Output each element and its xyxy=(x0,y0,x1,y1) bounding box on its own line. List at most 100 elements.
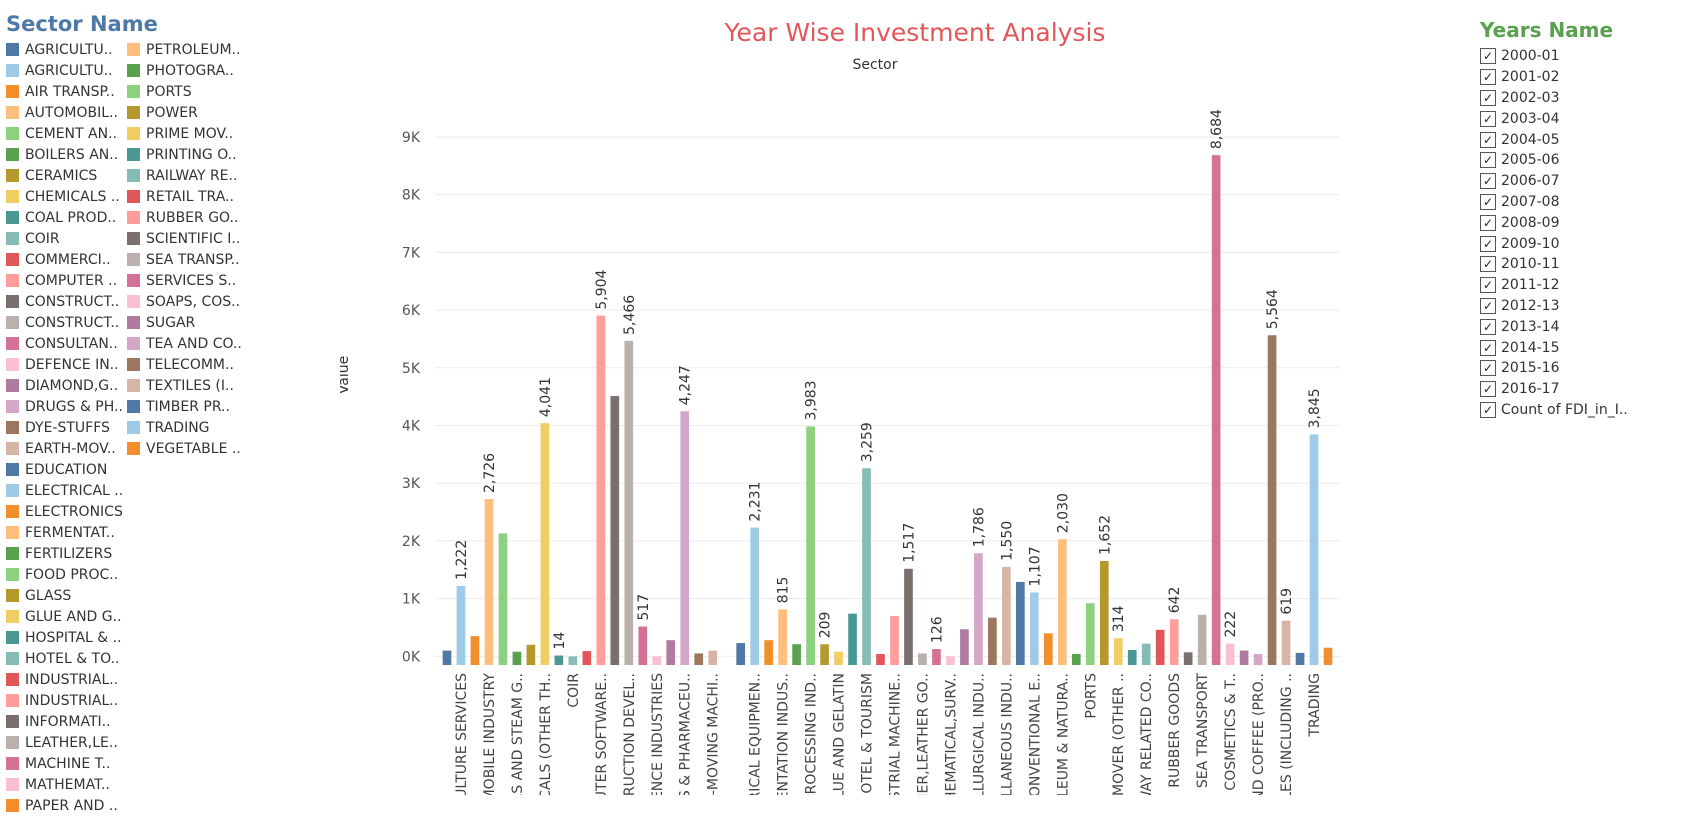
year-filter-item[interactable]: ✓ 2013-14 xyxy=(1480,316,1695,337)
year-filter-item[interactable]: ✓ 2007-08 xyxy=(1480,192,1695,213)
year-checkbox[interactable]: ✓ xyxy=(1480,277,1496,294)
legend-item[interactable]: PRIME MOV.. xyxy=(127,123,248,144)
legend-item[interactable]: GLASS xyxy=(6,585,127,606)
legend-item[interactable]: AUTOMOBIL.. xyxy=(6,102,127,123)
year-label: 2008-09 xyxy=(1501,214,1560,231)
year-checkbox[interactable]: ✓ xyxy=(1480,69,1496,86)
year-checkbox[interactable]: ✓ xyxy=(1480,173,1496,190)
legend-item[interactable]: TEXTILES (I.. xyxy=(127,375,248,396)
legend-item[interactable]: GLUE AND G.. xyxy=(6,606,127,627)
year-checkbox[interactable]: ✓ xyxy=(1480,297,1496,314)
legend-item[interactable]: AIR TRANSP.. xyxy=(6,81,127,102)
legend-item[interactable]: SCIENTIFIC I.. xyxy=(127,228,248,249)
legend-item[interactable]: EDUCATION xyxy=(6,459,127,480)
year-filter-item[interactable]: ✓ 2006-07 xyxy=(1480,171,1695,192)
year-filter-item[interactable]: ✓ 2015-16 xyxy=(1480,358,1695,379)
year-checkbox[interactable]: ✓ xyxy=(1480,89,1496,106)
legend-item[interactable]: PORTS xyxy=(127,81,248,102)
legend-item[interactable]: PRINTING O.. xyxy=(127,144,248,165)
year-checkbox[interactable]: ✓ xyxy=(1480,152,1496,169)
legend-item[interactable]: RUBBER GO.. xyxy=(127,207,248,228)
legend-item[interactable]: DRUGS & PH.. xyxy=(6,396,127,417)
legend-item[interactable]: TELECOMM.. xyxy=(127,354,248,375)
legend-item[interactable]: PHOTOGRA.. xyxy=(127,60,248,81)
legend-item[interactable]: INFORMATI.. xyxy=(6,711,127,732)
year-filter-item[interactable]: ✓ 2004-05 xyxy=(1480,129,1695,150)
year-checkbox[interactable]: ✓ xyxy=(1480,360,1496,377)
legend-item[interactable]: TEA AND CO.. xyxy=(127,333,248,354)
year-filter-item[interactable]: ✓ 2000-01 xyxy=(1480,46,1695,67)
legend-item[interactable]: RETAIL TRA.. xyxy=(127,186,248,207)
legend-item[interactable]: ELECTRICAL .. xyxy=(6,480,127,501)
year-filter-item[interactable]: ✓ 2002-03 xyxy=(1480,88,1695,109)
year-filter-item[interactable]: ✓ 2008-09 xyxy=(1480,212,1695,233)
legend-item[interactable]: SUGAR xyxy=(127,312,248,333)
year-filter-item[interactable]: ✓ 2012-13 xyxy=(1480,296,1695,317)
legend-item[interactable]: LEATHER,LE.. xyxy=(6,732,127,753)
year-filter-item[interactable]: ✓ 2016-17 xyxy=(1480,379,1695,400)
year-checkbox[interactable]: ✓ xyxy=(1480,256,1496,273)
x-tick-label: PORTS xyxy=(1083,673,1099,719)
legend-item[interactable]: CEMENT AN.. xyxy=(6,123,127,144)
legend-item[interactable]: RAILWAY RE.. xyxy=(127,165,248,186)
legend-item[interactable]: FOOD PROC.. xyxy=(6,564,127,585)
legend-item[interactable]: COMMERCI.. xyxy=(6,249,127,270)
legend-item[interactable]: EARTH-MOV.. xyxy=(6,438,127,459)
year-checkbox[interactable]: ✓ xyxy=(1480,401,1496,418)
legend-item[interactable]: DIAMOND,G.. xyxy=(6,375,127,396)
year-checkbox[interactable]: ✓ xyxy=(1480,193,1496,210)
legend-item[interactable]: COMPUTER .. xyxy=(6,270,127,291)
year-checkbox[interactable]: ✓ xyxy=(1480,131,1496,148)
legend-item[interactable]: MACHINE T.. xyxy=(6,753,127,774)
year-filter-item[interactable]: ✓ 2014-15 xyxy=(1480,337,1695,358)
legend-item[interactable]: PAPER AND .. xyxy=(6,795,127,816)
year-checkbox[interactable]: ✓ xyxy=(1480,381,1496,398)
legend-item[interactable]: HOTEL & TO.. xyxy=(6,648,127,669)
year-checkbox[interactable]: ✓ xyxy=(1480,110,1496,127)
year-filter-item[interactable]: ✓ 2005-06 xyxy=(1480,150,1695,171)
legend-item[interactable]: VEGETABLE .. xyxy=(127,438,248,459)
year-filter-item[interactable]: ✓ 2011-12 xyxy=(1480,275,1695,296)
bar xyxy=(848,613,857,665)
legend-item[interactable]: SERVICES S.. xyxy=(127,270,248,291)
year-checkbox[interactable]: ✓ xyxy=(1480,339,1496,356)
legend-swatch xyxy=(127,85,140,98)
legend-item[interactable]: AGRICULTU.. xyxy=(6,60,127,81)
legend-label: PRIME MOV.. xyxy=(146,125,234,142)
legend-item[interactable]: CERAMICS xyxy=(6,165,127,186)
year-filter-item[interactable]: ✓ 2001-02 xyxy=(1480,67,1695,88)
year-filter-item[interactable]: ✓ 2003-04 xyxy=(1480,108,1695,129)
legend-item[interactable]: INDUSTRIAL.. xyxy=(6,690,127,711)
legend-item[interactable]: AGRICULTU.. xyxy=(6,39,127,60)
legend-item[interactable]: CHEMICALS .. xyxy=(6,186,127,207)
legend-item[interactable]: COIR xyxy=(6,228,127,249)
legend-item[interactable]: CONSTRUCT.. xyxy=(6,312,127,333)
legend-item[interactable]: POWER xyxy=(127,102,248,123)
legend-item[interactable]: BOILERS AN.. xyxy=(6,144,127,165)
legend-item[interactable]: INDUSTRIAL.. xyxy=(6,669,127,690)
legend-item[interactable]: ELECTRONICS xyxy=(6,501,127,522)
data-label: 619 xyxy=(1279,588,1295,615)
legend-item[interactable]: DEFENCE IN.. xyxy=(6,354,127,375)
year-filter-item[interactable]: ✓ 2009-10 xyxy=(1480,233,1695,254)
legend-swatch xyxy=(6,568,19,581)
year-checkbox[interactable]: ✓ xyxy=(1480,235,1496,252)
legend-item[interactable]: FERTILIZERS xyxy=(6,543,127,564)
legend-item[interactable]: TRADING xyxy=(127,417,248,438)
year-checkbox[interactable]: ✓ xyxy=(1480,48,1496,65)
year-checkbox[interactable]: ✓ xyxy=(1480,318,1496,335)
legend-item[interactable]: CONSULTAN.. xyxy=(6,333,127,354)
year-filter-item[interactable]: ✓ Count of FDI_in_I.. xyxy=(1480,400,1695,421)
legend-item[interactable]: TIMBER PR.. xyxy=(127,396,248,417)
legend-item[interactable]: PETROLEUM.. xyxy=(127,39,248,60)
legend-item[interactable]: COAL PROD.. xyxy=(6,207,127,228)
legend-item[interactable]: FERMENTAT.. xyxy=(6,522,127,543)
legend-item[interactable]: DYE-STUFFS xyxy=(6,417,127,438)
legend-item[interactable]: CONSTRUCT.. xyxy=(6,291,127,312)
legend-item[interactable]: SEA TRANSP.. xyxy=(127,249,248,270)
legend-item[interactable]: SOAPS, COS.. xyxy=(127,291,248,312)
year-filter-item[interactable]: ✓ 2010-11 xyxy=(1480,254,1695,275)
legend-item[interactable]: HOSPITAL & .. xyxy=(6,627,127,648)
legend-item[interactable]: MATHEMAT.. xyxy=(6,774,127,795)
year-checkbox[interactable]: ✓ xyxy=(1480,214,1496,231)
